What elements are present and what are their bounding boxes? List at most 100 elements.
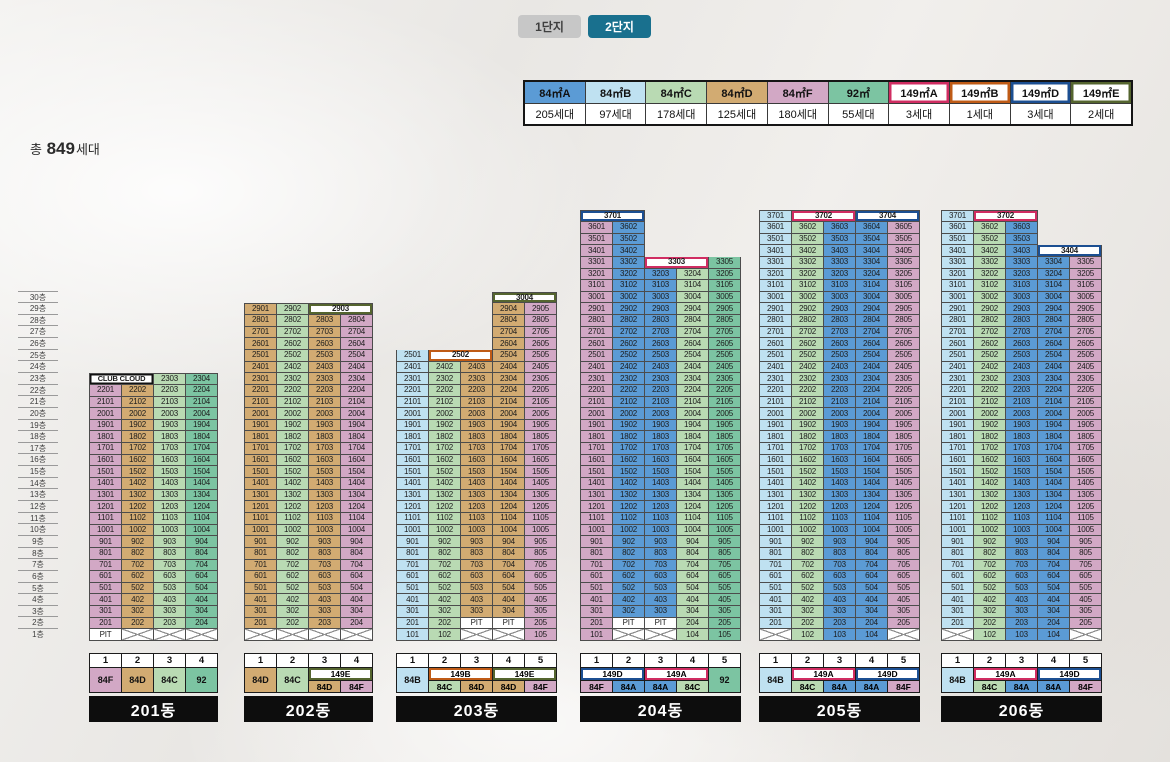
unit-cell[interactable]: 1804 [185, 431, 218, 444]
unit-cell[interactable]: 401 [244, 594, 277, 607]
unit-cell[interactable]: 2701 [580, 326, 613, 339]
unit-cell[interactable]: 805 [524, 547, 557, 560]
unit-cell[interactable]: 2003 [460, 408, 493, 420]
unit-cell[interactable]: 402 [973, 594, 1006, 607]
unit-cell[interactable]: 1002 [276, 524, 309, 537]
unit-cell[interactable]: 2203 [460, 384, 493, 397]
unit-cell[interactable]: 1404 [855, 478, 888, 490]
unit-cell[interactable]: 3402 [612, 245, 645, 257]
unit-cell[interactable]: 2704 [340, 326, 373, 339]
unit-cell[interactable]: 301 [396, 606, 429, 618]
unit-cell[interactable]: 1305 [708, 489, 741, 502]
unit-cell[interactable]: 3301 [759, 256, 792, 269]
unit-cell[interactable]: 401 [759, 594, 792, 607]
unit-cell[interactable]: 1601 [396, 454, 429, 467]
unit-cell[interactable]: 1001 [89, 524, 122, 537]
unit-cell[interactable]: 1404 [340, 478, 373, 490]
unit-cell[interactable]: 3103 [1005, 280, 1038, 292]
unit-cell[interactable]: 1503 [1005, 466, 1038, 479]
unit-cell[interactable]: 1802 [121, 431, 154, 444]
unit-cell[interactable]: 303 [308, 606, 341, 618]
unit-cell[interactable]: 801 [580, 547, 613, 560]
unit-cell[interactable]: 604 [185, 571, 218, 583]
unit-cell[interactable]: 1901 [580, 419, 613, 432]
unit-cell[interactable]: 1905 [708, 419, 741, 432]
unit-cell[interactable]: 702 [791, 559, 824, 572]
unit-cell[interactable]: 1505 [1069, 466, 1102, 479]
unit-cell[interactable]: 3401 [759, 245, 792, 257]
unit-cell[interactable]: 302 [791, 606, 824, 618]
unit-cell[interactable]: 2501 [396, 349, 429, 362]
unit-cell[interactable]: 2102 [612, 396, 645, 409]
unit-cell[interactable]: 2602 [276, 338, 309, 350]
unit-cell[interactable]: 401 [396, 594, 429, 607]
unit-cell[interactable]: 902 [121, 536, 154, 548]
unit-cell[interactable]: 405 [887, 594, 920, 607]
unit-cell[interactable]: 2801 [941, 315, 974, 327]
unit-cell[interactable]: 804 [185, 547, 218, 560]
unit-cell[interactable]: 2501 [759, 349, 792, 362]
unit-cell[interactable]: 1504 [492, 466, 525, 479]
tab-danji-1[interactable]: 1단지 [518, 15, 581, 38]
unit-cell[interactable]: 1803 [644, 431, 677, 444]
unit-cell[interactable]: 1902 [612, 419, 645, 432]
unit-cell[interactable]: 1301 [244, 489, 277, 502]
unit-cell[interactable]: 1602 [276, 454, 309, 467]
unit-cell[interactable]: 1203 [308, 501, 341, 513]
unit-cell[interactable]: 1405 [524, 478, 557, 490]
unit-cell[interactable]: 2502 [612, 349, 645, 362]
unit-cell[interactable]: 605 [708, 571, 741, 583]
unit-cell[interactable]: 2101 [396, 396, 429, 409]
unit-cell[interactable]: 603 [1005, 571, 1038, 583]
unit-cell[interactable]: 605 [1069, 571, 1102, 583]
unit-cell[interactable]: 1603 [460, 454, 493, 467]
unit-cell[interactable]: 2605 [1069, 338, 1102, 350]
unit-cell[interactable]: 3603 [1005, 221, 1038, 234]
unit-cell[interactable]: 1705 [524, 443, 557, 455]
unit-cell[interactable]: 202 [973, 617, 1006, 630]
unit-cell[interactable]: 1802 [276, 431, 309, 444]
unit-cell[interactable]: 3204 [676, 268, 709, 281]
unit-cell[interactable]: 2405 [524, 361, 557, 374]
unit-cell[interactable]: 3103 [644, 280, 677, 292]
unit-cell[interactable]: 101 [580, 629, 613, 641]
unit-cell[interactable]: 3602 [612, 221, 645, 234]
unit-cell[interactable]: 3501 [580, 233, 613, 246]
unit-cell[interactable]: 2505 [1069, 349, 1102, 362]
unit-cell[interactable]: 2601 [941, 338, 974, 350]
unit-cell[interactable]: 1502 [612, 466, 645, 479]
unit-cell[interactable]: 703 [308, 559, 341, 572]
unit-cell[interactable]: 903 [644, 536, 677, 548]
unit-cell[interactable]: 2603 [1005, 338, 1038, 350]
unit-cell[interactable]: 3504 [855, 233, 888, 246]
unit-cell[interactable]: 1302 [121, 489, 154, 502]
unit-cell[interactable]: 2305 [887, 373, 920, 385]
unit-cell[interactable]: 2903 [308, 303, 373, 316]
unit-cell[interactable]: 1604 [492, 454, 525, 467]
unit-cell[interactable]: 3501 [759, 233, 792, 246]
unit-cell[interactable]: 2204 [185, 384, 218, 397]
unit-cell[interactable]: 1702 [121, 443, 154, 455]
unit-cell[interactable]: 2604 [340, 338, 373, 350]
unit-cell[interactable]: 2002 [276, 408, 309, 420]
unit-cell[interactable]: 2705 [887, 326, 920, 339]
unit-cell[interactable]: 204 [855, 617, 888, 630]
unit-cell[interactable]: 603 [644, 571, 677, 583]
unit-cell[interactable]: 905 [1069, 536, 1102, 548]
unit-cell[interactable]: 3601 [759, 221, 792, 234]
unit-cell[interactable]: 2602 [791, 338, 824, 350]
unit-cell[interactable]: 1003 [823, 524, 856, 537]
unit-cell[interactable]: 1501 [396, 466, 429, 479]
unit-cell[interactable]: 1801 [244, 431, 277, 444]
unit-cell[interactable]: 201 [941, 617, 974, 630]
unit-cell[interactable]: 3303 [823, 256, 856, 269]
unit-cell[interactable]: 802 [428, 547, 461, 560]
unit-cell[interactable]: 2304 [340, 373, 373, 385]
unit-cell[interactable]: 1403 [460, 478, 493, 490]
unit-cell[interactable]: 2604 [492, 338, 525, 350]
unit-cell[interactable]: 1503 [308, 466, 341, 479]
unit-cell[interactable]: 3301 [941, 256, 974, 269]
unit-cell[interactable]: 2704 [1037, 326, 1070, 339]
unit-cell[interactable]: 1802 [612, 431, 645, 444]
unit-cell[interactable]: 1201 [244, 501, 277, 513]
